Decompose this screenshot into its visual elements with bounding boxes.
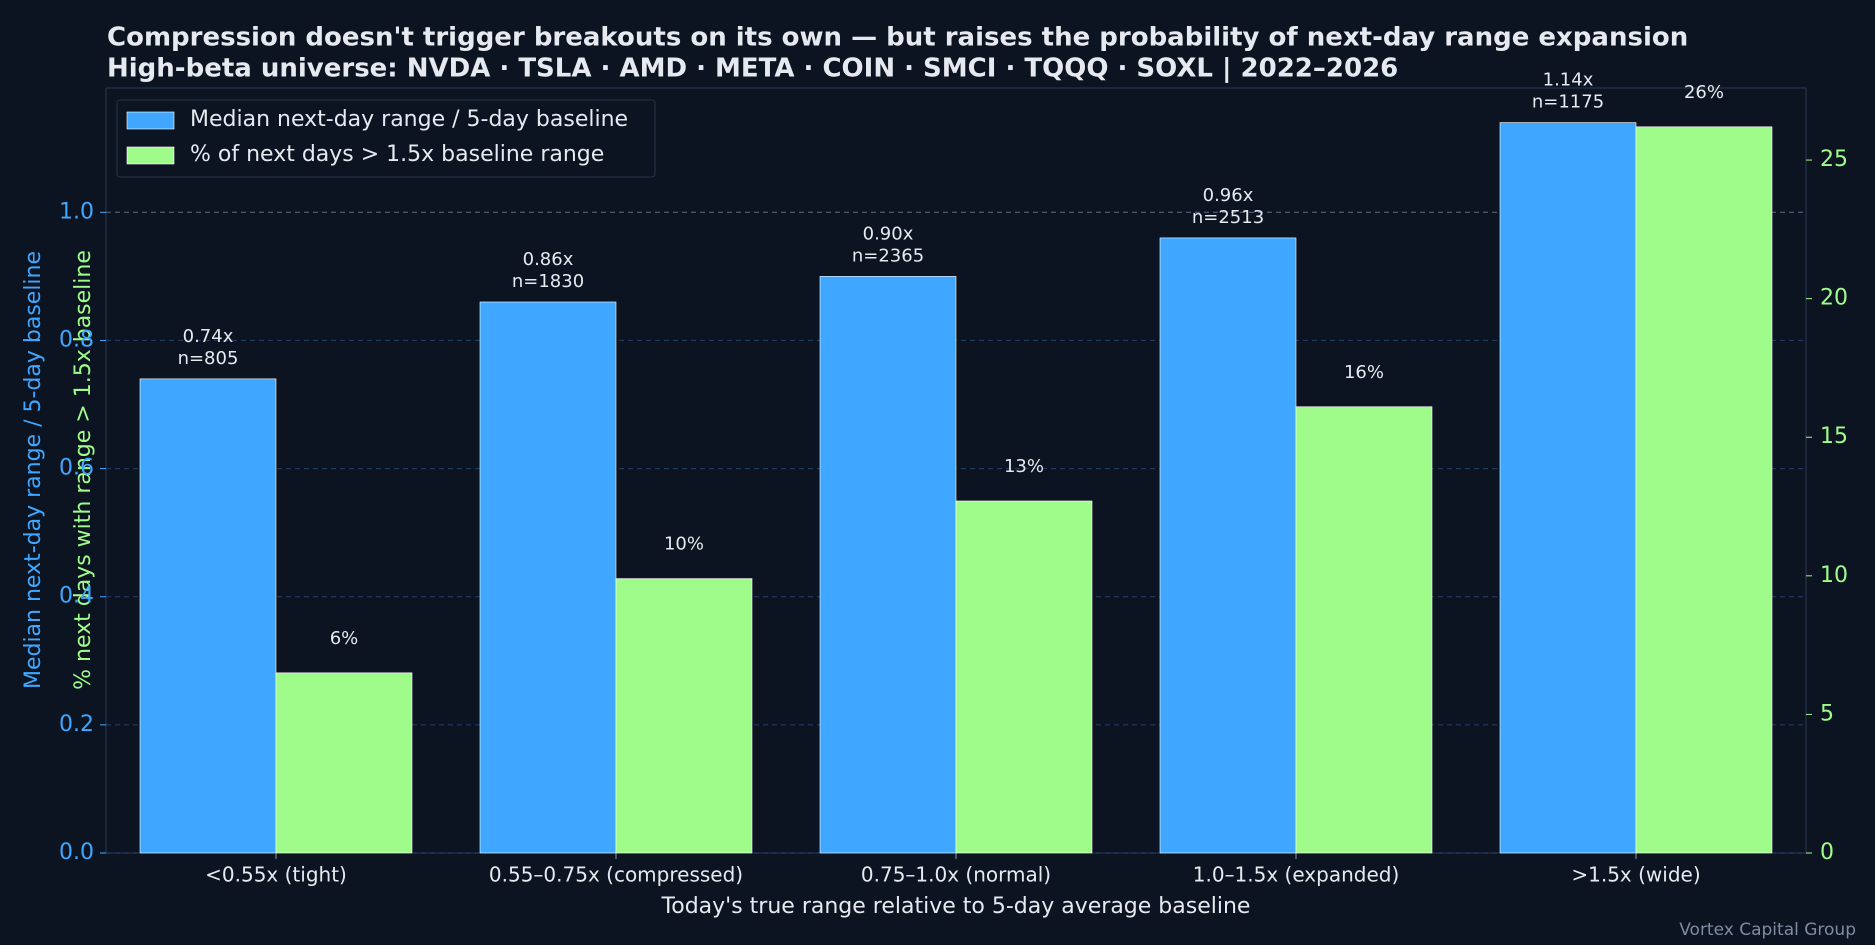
- chart-subtitle: High-beta universe: NVDA · TSLA · AMD · …: [107, 54, 1398, 84]
- y-tick-label: 0.0: [59, 840, 94, 865]
- x-tick-label: 1.0–1.5x (expanded): [1193, 863, 1400, 887]
- x-tick-label: <0.55x (tight): [205, 863, 347, 887]
- data-label: 1.14x: [1543, 70, 1594, 91]
- data-label: 0.96x: [1203, 185, 1254, 206]
- bar: [955, 500, 1093, 854]
- bar: [1635, 126, 1773, 854]
- y2-tick-label: 0: [1820, 840, 1834, 865]
- x-tick-label: 0.55–0.75x (compressed): [489, 863, 743, 887]
- legend-swatch: [126, 146, 175, 165]
- sample-label: n=1830: [512, 271, 584, 292]
- bar: [1499, 122, 1637, 854]
- data-label: 0.86x: [523, 249, 574, 270]
- x-tick-label: 0.75–1.0x (normal): [861, 863, 1051, 887]
- y-tick-label: 1.0: [59, 199, 94, 224]
- data-label: 10%: [664, 534, 704, 555]
- y2-tick-label: 25: [1820, 147, 1848, 172]
- x-axis-label: Today's true range relative to 5-day ave…: [661, 894, 1251, 919]
- sample-label: n=1175: [1532, 92, 1604, 113]
- chart-title: Compression doesn't trigger breakouts on…: [107, 23, 1688, 53]
- y2-tick-label: 15: [1820, 424, 1848, 449]
- legend-label: % of next days > 1.5x baseline range: [190, 142, 604, 167]
- y2-axis-label: % next days with range > 1.5x baseline: [71, 250, 96, 690]
- bar: [275, 672, 413, 854]
- sample-label: n=2513: [1192, 207, 1264, 228]
- bar: [479, 301, 617, 854]
- data-label: 0.90x: [863, 223, 914, 244]
- y-tick-label: 0.8: [59, 327, 94, 352]
- y2-tick-label: 10: [1820, 563, 1848, 588]
- bar: [139, 378, 277, 854]
- x-tick-label: >1.5x (wide): [1571, 863, 1700, 887]
- data-label: 13%: [1004, 456, 1044, 477]
- y2-tick-label: 5: [1820, 701, 1834, 726]
- bar: [819, 276, 957, 854]
- y2-tick-label: 20: [1820, 286, 1848, 311]
- bar: [1159, 237, 1297, 854]
- data-label: 6%: [330, 628, 359, 649]
- y-axis-label: Median next-day range / 5-day baseline: [21, 251, 46, 689]
- legend-box: [116, 99, 656, 178]
- legend-swatch: [126, 111, 175, 130]
- data-label: 26%: [1684, 82, 1724, 103]
- sample-label: n=805: [178, 348, 239, 369]
- footer: Vortex Capital Group: [1679, 920, 1856, 940]
- y-tick-label: 0.6: [59, 456, 94, 481]
- data-label: 0.74x: [183, 326, 234, 347]
- sample-label: n=2365: [852, 245, 924, 266]
- y-tick-label: 0.2: [59, 712, 94, 737]
- bar: [615, 578, 753, 854]
- data-label: 16%: [1344, 362, 1384, 383]
- y-tick-label: 0.4: [59, 584, 94, 609]
- bar: [1295, 406, 1433, 854]
- legend-label: Median next-day range / 5-day baseline: [190, 107, 628, 132]
